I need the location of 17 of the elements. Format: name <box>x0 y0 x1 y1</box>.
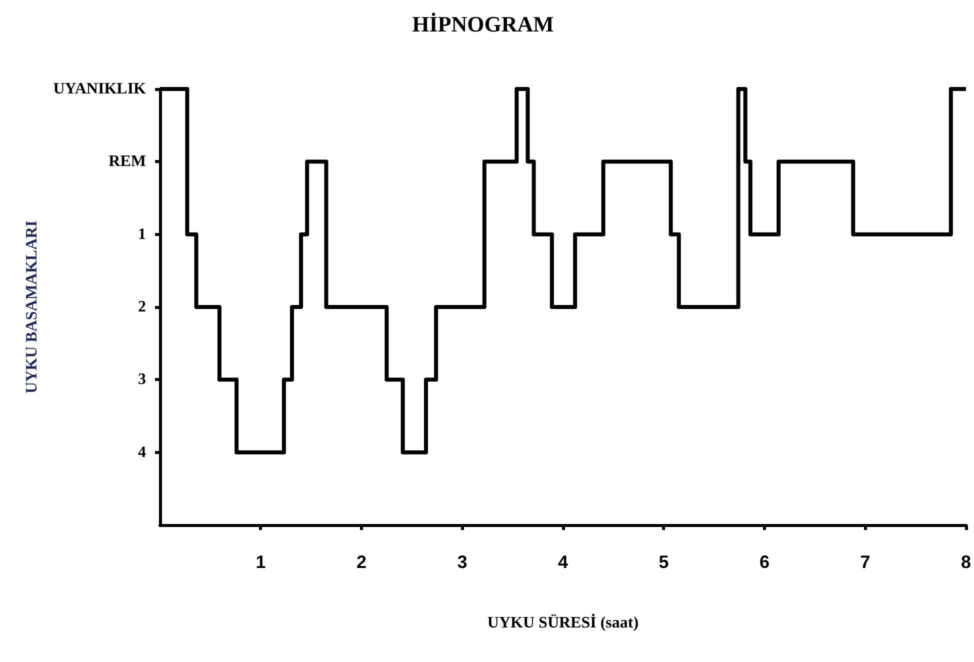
y-tick-label: 1 <box>138 226 146 243</box>
y-tick-label: 3 <box>138 371 146 388</box>
y-tick-label: 4 <box>138 444 146 461</box>
x-tick-label: 4 <box>558 552 568 572</box>
y-axis-title: UYKU BASAMAKLARI <box>24 220 40 394</box>
x-tick-label: 8 <box>960 552 971 572</box>
x-tick-label: 1 <box>256 552 266 572</box>
x-axis-title: UYKU SÜRESİ (saat) <box>487 614 639 632</box>
x-tick-label: 7 <box>860 552 870 572</box>
x-tick-label: 6 <box>759 552 770 572</box>
x-tick-label: 2 <box>356 552 367 572</box>
y-tick-label: UYANIKLIK <box>53 80 147 98</box>
chart-title: HİPNOGRAM <box>412 12 554 36</box>
y-tick-label: REM <box>108 153 146 170</box>
x-tick-label: 5 <box>658 552 669 572</box>
y-tick-label: 2 <box>138 298 146 316</box>
x-tick-label: 3 <box>457 552 468 572</box>
